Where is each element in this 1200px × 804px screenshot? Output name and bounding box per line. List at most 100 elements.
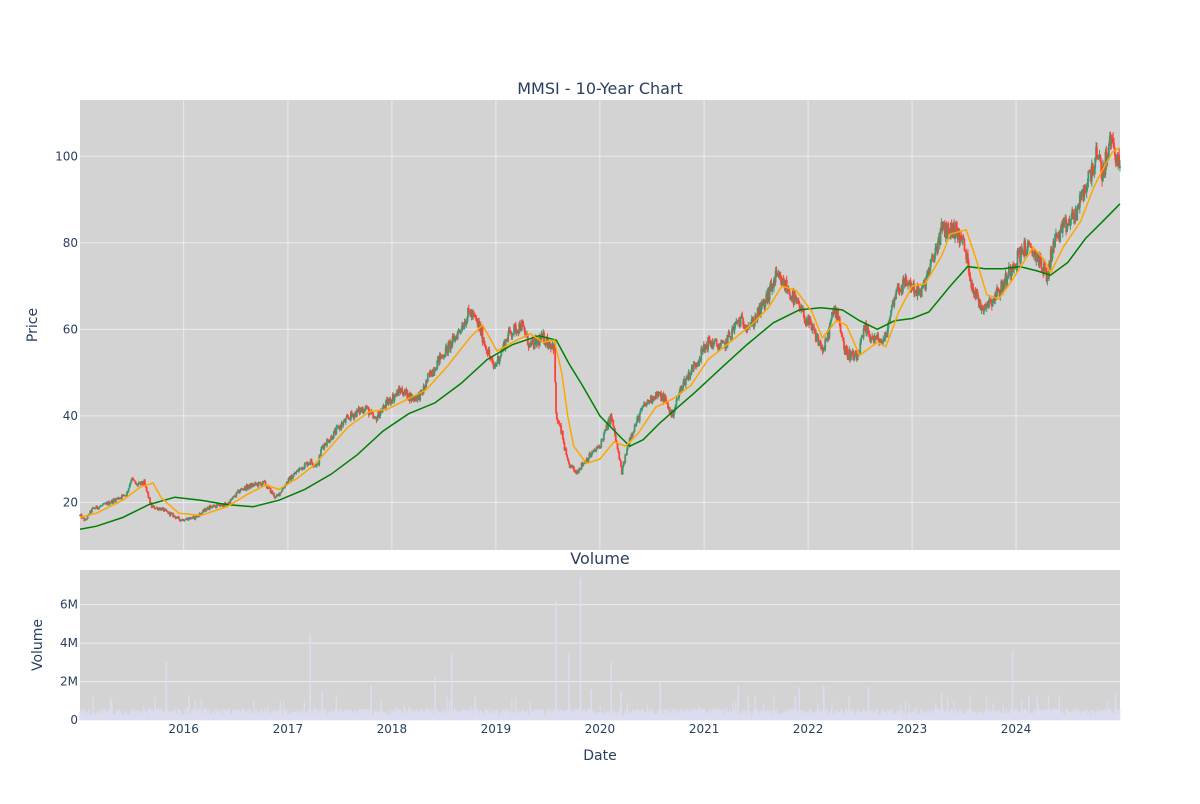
candle-body — [509, 330, 512, 334]
candle-body — [132, 477, 134, 480]
candle-body — [182, 519, 185, 521]
candle-body — [1007, 275, 1009, 277]
volume-bar — [180, 711, 182, 720]
candle-body — [914, 291, 916, 294]
candle-body — [1008, 266, 1010, 276]
candle-body — [937, 241, 939, 253]
candle-body — [1016, 250, 1019, 266]
candle-body — [273, 493, 275, 497]
candle-body — [890, 310, 892, 317]
candle-body — [165, 509, 168, 511]
candle-body — [991, 299, 994, 307]
candle-body — [1020, 246, 1023, 252]
volume-bar — [154, 697, 156, 720]
candle-body — [1066, 223, 1069, 226]
volume-bar — [724, 707, 727, 720]
candle-body — [530, 342, 533, 345]
candle-body — [362, 411, 365, 413]
candle-body — [1032, 252, 1035, 256]
candle-body — [620, 460, 622, 467]
candle-body — [491, 359, 494, 363]
candle-body — [246, 484, 249, 489]
candle-body — [621, 466, 624, 475]
candle-body — [276, 494, 279, 496]
candle-body — [743, 324, 745, 329]
candle-body — [349, 411, 352, 421]
candle-body — [229, 499, 232, 504]
candle-body — [190, 517, 192, 519]
volume-bar — [1066, 708, 1068, 720]
candle-body — [597, 446, 600, 448]
candle-body — [183, 520, 186, 522]
candle-body — [867, 325, 869, 331]
candle-body — [496, 362, 498, 365]
volume-bar — [309, 633, 311, 720]
candle-body — [655, 392, 657, 399]
candle-body — [508, 327, 510, 335]
candle-body — [1013, 264, 1016, 267]
candle-body — [1113, 142, 1115, 149]
candle-body — [966, 253, 969, 262]
candle-body — [1040, 256, 1043, 269]
candle-body — [982, 307, 985, 311]
candle-body — [590, 455, 592, 457]
volume-bar — [496, 710, 499, 720]
candle-body — [603, 430, 606, 434]
candle-body — [946, 223, 949, 239]
volume-bar — [436, 709, 438, 720]
candle-body — [1096, 147, 1098, 158]
candle-body — [122, 494, 125, 496]
candle-body — [134, 481, 137, 484]
candle-body — [650, 395, 653, 403]
candle-body — [118, 498, 121, 500]
candle-body — [132, 479, 135, 481]
volume-bar — [601, 712, 603, 720]
candle-body — [310, 459, 313, 463]
candle-body — [850, 354, 853, 356]
candle-body — [475, 318, 478, 320]
volume-y-tick-labels: 0 2M 4M 6M — [60, 598, 78, 727]
candle-body — [1076, 206, 1079, 221]
candle-body — [363, 410, 366, 412]
candle-body — [844, 346, 847, 355]
volume-x-tick-label: 2016 — [168, 722, 199, 736]
candle-body — [657, 392, 660, 397]
candle-body — [555, 412, 558, 420]
candle-body — [172, 513, 175, 517]
candle-body — [870, 338, 873, 341]
price-y-tick-label: 40 — [63, 409, 78, 423]
candle-body — [705, 344, 708, 347]
candle-body — [1113, 148, 1116, 157]
candle-body — [543, 332, 545, 344]
candle-body — [220, 504, 222, 506]
candle-body — [579, 468, 582, 470]
candle-body — [682, 381, 685, 388]
candle-body — [820, 341, 822, 349]
candle-body — [600, 439, 603, 448]
candle-body — [673, 412, 675, 417]
candle-body — [238, 491, 241, 494]
candle-body — [996, 287, 999, 290]
candle-body — [473, 314, 476, 317]
volume-bar — [590, 689, 592, 720]
volume-bar — [953, 700, 955, 720]
candle-body — [1051, 253, 1054, 259]
candle-body — [444, 346, 447, 357]
candle-body — [808, 319, 811, 326]
volume-bar — [992, 702, 994, 720]
candle-body — [902, 279, 905, 283]
candle-body — [958, 229, 961, 243]
candle-body — [142, 484, 145, 486]
candle-body — [731, 328, 733, 339]
volume-bar — [900, 704, 902, 720]
candle-body — [594, 450, 597, 452]
candle-body — [632, 433, 634, 436]
candle-body — [830, 318, 833, 323]
candle-body — [1038, 253, 1041, 266]
volume-bar — [1038, 703, 1040, 720]
candle-body — [795, 296, 798, 301]
candle-body — [565, 448, 568, 455]
candle-body — [619, 459, 621, 461]
candle-body — [868, 334, 871, 338]
candle-body — [209, 505, 212, 508]
